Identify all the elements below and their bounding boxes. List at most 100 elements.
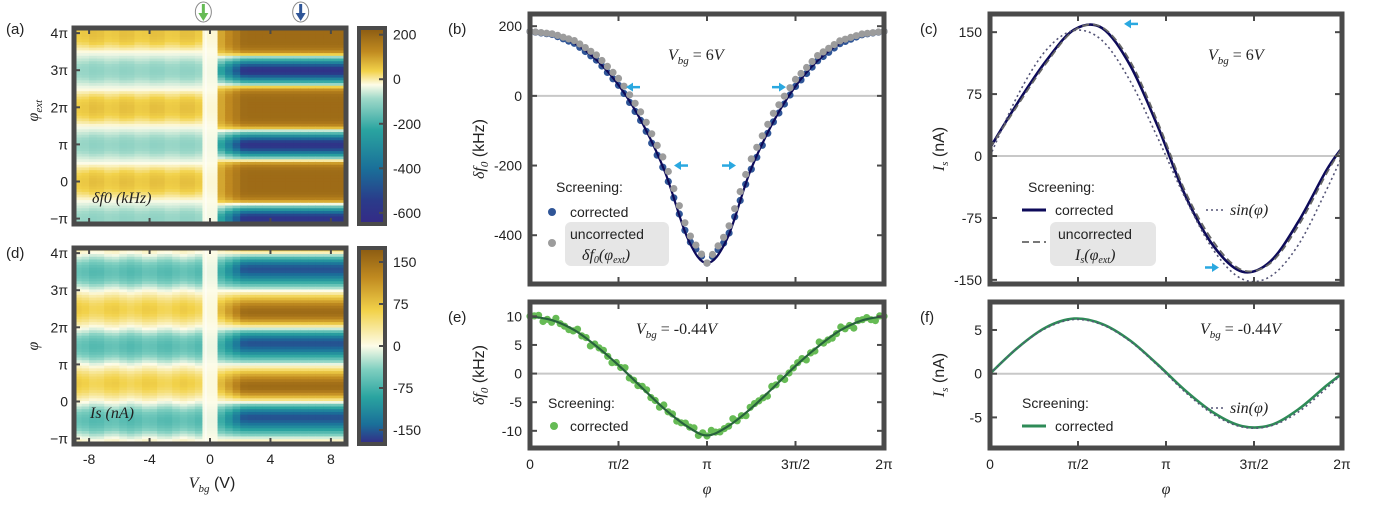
arrow-c-2 <box>1205 262 1219 272</box>
data-point <box>548 30 556 38</box>
data-point <box>803 63 811 72</box>
ylabel-f: Is (nA) <box>931 353 951 398</box>
data-point <box>874 28 883 36</box>
heatmap-d-ytick-label: 0 <box>60 393 68 409</box>
ytick-label-e: 10 <box>506 308 522 324</box>
heatmap-d-xtick-label: 0 <box>206 451 214 467</box>
ytick-label-c: 75 <box>966 86 982 102</box>
legend-box-uncorrected <box>565 222 669 266</box>
data-point <box>554 31 562 39</box>
annotation-b: Vbg = 6V <box>668 47 726 67</box>
panel-label-b: (b) <box>448 21 466 38</box>
legend-title-f: Screening: <box>1022 395 1089 411</box>
data-point <box>825 44 833 52</box>
legend-label-df0: δf0(φext) <box>582 247 630 266</box>
colorbar-a-tick-label: 200 <box>393 27 417 43</box>
series-c-uncorrected <box>989 23 1343 273</box>
xtick-label-e: 2π <box>875 456 893 472</box>
colorbar-d-tick-label: 150 <box>393 254 417 270</box>
legend-title-e: Screening: <box>548 395 615 411</box>
data-point <box>576 40 584 48</box>
xtick-label-f: 3π/2 <box>1239 456 1268 472</box>
data-point <box>681 219 689 227</box>
legend-marker-corrected-e <box>550 422 558 430</box>
data-point <box>769 109 778 117</box>
annotation-f: Vbg = -0.44V <box>1200 321 1283 341</box>
data-point <box>614 74 623 82</box>
data-point <box>814 52 822 60</box>
data-point <box>758 132 766 140</box>
colorbar-a <box>359 28 385 224</box>
legend-label-uncorrected-c: uncorrected <box>1058 226 1132 242</box>
heatmap-a-ytick-label: 2π <box>51 99 69 115</box>
annotation-e: Vbg = -0.44V <box>636 321 719 341</box>
xlabel-f: φ <box>1162 481 1171 498</box>
heatmap-a-ytick-label: 0 <box>60 173 68 189</box>
legend-title-b: Screening: <box>556 179 623 195</box>
heatmap-a-ytick-label: π <box>58 136 68 152</box>
legend-box-uncorrected-c <box>1050 222 1156 266</box>
data-point <box>863 29 872 37</box>
colorbar-d-tick-label: -75 <box>393 380 413 396</box>
panel-label-d: (d) <box>6 245 24 262</box>
panel-label-e: (e) <box>448 309 466 326</box>
data-point <box>537 28 545 37</box>
heatmap-a-ytick-label: −π <box>50 211 68 227</box>
heatmap-d-annotation: Is (nA) <box>89 405 134 422</box>
ytick-label-f: 0 <box>974 366 982 382</box>
ytick-label-b: 200 <box>499 18 523 34</box>
xtick-label-f: 0 <box>986 456 994 472</box>
data-point <box>637 108 645 116</box>
data-point <box>703 259 711 267</box>
ylabel-e: δf0 (kHz) <box>471 345 491 405</box>
data-point <box>858 30 866 38</box>
data-point <box>714 242 722 250</box>
data-point <box>869 29 877 37</box>
data-point <box>847 33 855 42</box>
heatmap-a-ylabel: φext <box>25 99 45 122</box>
xtick-label-e: 3π/2 <box>781 456 810 472</box>
data-point <box>620 82 628 90</box>
ytick-label-b: -200 <box>494 158 522 174</box>
series-c-corrected <box>988 23 1344 274</box>
data-point <box>570 37 578 45</box>
data-point <box>697 250 706 258</box>
arrow-b-2 <box>772 82 786 92</box>
colorbar-a-tick-label: -400 <box>393 160 421 176</box>
arrow-c-1 <box>1124 19 1138 29</box>
legend-title-c: Screening: <box>1028 179 1095 195</box>
heatmap-d-xtick-label: 4 <box>267 451 275 467</box>
data-point <box>725 222 733 230</box>
data-point <box>742 170 750 179</box>
data-point <box>670 185 678 193</box>
xtick-label-f: π <box>1161 456 1171 472</box>
ytick-label-b: -400 <box>494 227 522 243</box>
heatmap-d-xtick-label: -4 <box>143 451 156 467</box>
arrow-b-3 <box>674 161 688 171</box>
xtick-label-e: π <box>702 456 712 472</box>
data-point <box>603 62 612 70</box>
arrow-b-4 <box>722 161 736 171</box>
data-point <box>830 41 838 49</box>
panel-c: 150 75 0 -75 -150 Is (nA) Vbg = 6V Screening: co… <box>931 11 1345 288</box>
heatmap-d-gap <box>196 248 217 444</box>
data-point <box>565 35 573 43</box>
data-point <box>642 118 650 126</box>
ytick-label-e: 5 <box>514 337 522 353</box>
ytick-label-e: -10 <box>502 423 522 439</box>
data-point <box>852 32 860 40</box>
ytick-label-c: 150 <box>959 24 983 40</box>
panel-d: −π 0 π 2π 3π 4π -8 -4 0 4 8 φ Vbg (V) 150 75 0 -75 -150 <box>25 245 421 495</box>
data-point <box>708 250 717 259</box>
data-point <box>808 57 816 66</box>
data-point <box>747 155 755 163</box>
colorbar-a-tick-label: 0 <box>393 71 401 87</box>
arrow-b-1 <box>626 82 640 92</box>
xtick-label-e: 0 <box>526 456 534 472</box>
ylabel-c: Is (nA) <box>931 127 951 172</box>
data-point <box>581 44 589 52</box>
data-point <box>531 28 540 36</box>
panel-b: 200 0 -200 -400 δf0 (kHz) Vbg = 6V Screening: c… <box>471 11 888 287</box>
data-point <box>592 51 601 59</box>
legend-label-corrected: corrected <box>570 204 628 220</box>
